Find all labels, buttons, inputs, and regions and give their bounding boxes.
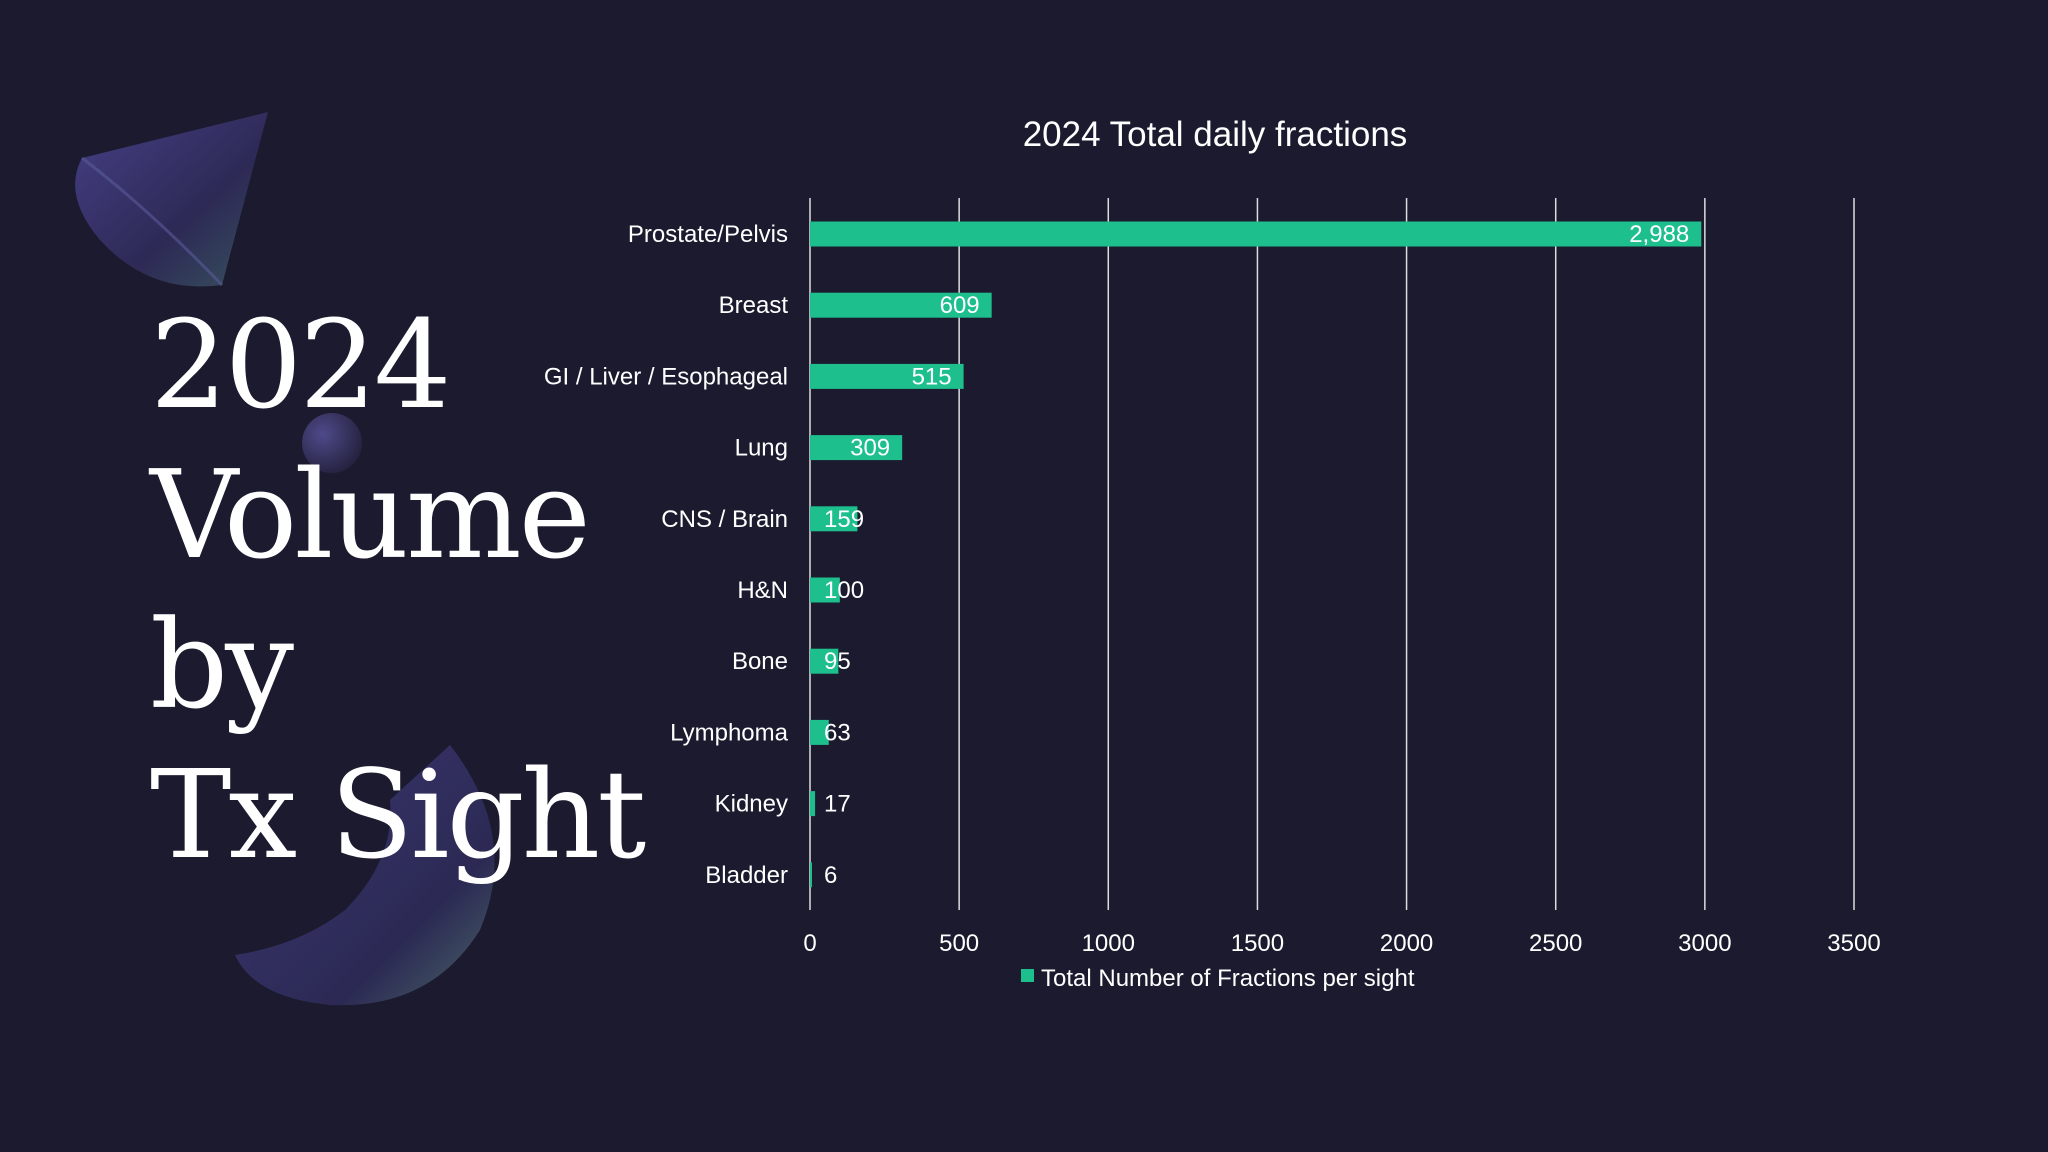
cone-rim — [81, 156, 224, 287]
legend: Total Number of Fractions per sight — [1021, 965, 1415, 992]
category-label: Kidney — [715, 791, 788, 818]
chart-title: 2024 Total daily fractions — [1023, 115, 1408, 154]
data-label: 515 — [912, 363, 952, 390]
x-tick-label: 0 — [803, 930, 816, 957]
x-axis-ticks: 0 500 1000 1500 2000 2500 3000 3500 — [803, 930, 1880, 957]
data-label: 309 — [850, 435, 890, 462]
category-label: Breast — [719, 292, 789, 319]
bar — [810, 791, 816, 817]
slide-headline: 2024 Volume by Tx Sight — [150, 290, 646, 890]
x-tick-label: 3000 — [1678, 930, 1731, 957]
bar — [810, 221, 1702, 247]
bar — [810, 292, 992, 318]
category-labels: Prostate/Pelvis Breast GI / Liver / Esopha… — [544, 221, 789, 889]
category-label: H&N — [737, 577, 788, 604]
cone-shape — [75, 112, 268, 287]
x-tick-label: 500 — [939, 930, 979, 957]
category-label: Bone — [732, 648, 788, 675]
legend-swatch — [1021, 969, 1034, 982]
sphere-shape — [302, 413, 362, 473]
headline-line: Tx Sight — [150, 744, 646, 886]
bar — [810, 719, 829, 745]
data-labels: 2,988 609 515 309 159 100 95 63 17 6 — [824, 221, 1689, 889]
headline-line: Volume — [150, 444, 591, 586]
x-tick-label: 1500 — [1231, 930, 1284, 957]
headline-line: by — [150, 594, 294, 736]
data-label: 17 — [824, 791, 851, 818]
bar — [810, 862, 812, 888]
category-label: Lung — [735, 435, 788, 462]
x-tick-label: 2000 — [1380, 930, 1433, 957]
data-label: 159 — [824, 506, 864, 533]
arc-shape — [235, 745, 495, 1006]
bar — [810, 648, 839, 674]
category-label: Bladder — [705, 862, 788, 889]
data-label: 95 — [824, 648, 851, 675]
x-tick-label: 1000 — [1082, 930, 1135, 957]
category-label: Prostate/Pelvis — [628, 221, 788, 248]
category-label: CNS / Brain — [661, 506, 788, 533]
data-label: 100 — [824, 577, 864, 604]
category-label: Lymphoma — [670, 719, 788, 746]
data-label: 6 — [824, 862, 837, 889]
x-tick-label: 3500 — [1827, 930, 1880, 957]
bar — [810, 363, 964, 389]
x-tick-label: 2500 — [1529, 930, 1582, 957]
legend-label: Total Number of Fractions per sight — [1041, 965, 1415, 992]
bar — [810, 506, 858, 532]
bar — [810, 577, 840, 603]
headline-line: 2024 — [150, 294, 451, 436]
data-label: 2,988 — [1629, 221, 1689, 248]
data-label: 609 — [940, 292, 980, 319]
category-label: GI / Liver / Esophageal — [544, 363, 788, 390]
data-label: 63 — [824, 719, 851, 746]
bars — [810, 221, 1702, 888]
bar — [810, 435, 903, 461]
